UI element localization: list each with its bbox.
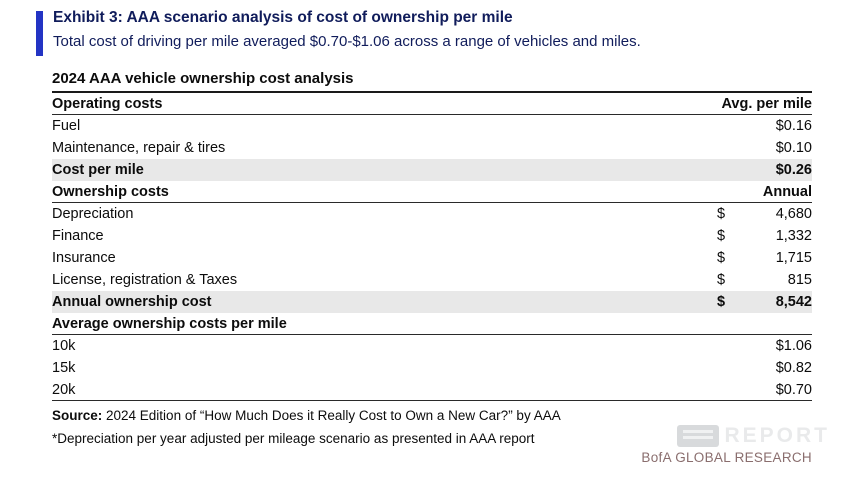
report-watermark-icon — [677, 425, 720, 447]
table-row-finance: Finance $1,332 — [52, 225, 812, 247]
row-value: $0.16 — [775, 118, 812, 134]
row-value: 1,715 — [775, 250, 812, 266]
watermark-text: REPORT — [724, 424, 830, 447]
exhibit-accent-bar — [36, 11, 43, 56]
ownership-cost-table: 2024 AAA vehicle ownership cost analysis… — [52, 70, 812, 401]
row-label: Operating costs — [52, 95, 163, 112]
row-amount: $8,542 — [717, 291, 812, 313]
row-value: Annual — [762, 183, 812, 200]
source-text: 2024 Edition of “How Much Does it Really… — [102, 408, 561, 423]
row-amount: $1,715 — [717, 247, 812, 269]
row-amount: Avg. per mile — [717, 93, 812, 115]
row-label: Maintenance, repair & tires — [52, 140, 226, 156]
footnote: *Depreciation per year adjusted per mile… — [52, 431, 535, 446]
table-row-15k: 15k $0.82 — [52, 357, 812, 379]
row-amount: $1,332 — [717, 225, 812, 247]
row-amount: $0.10 — [717, 137, 812, 159]
row-label: Cost per mile — [52, 162, 144, 178]
table-row-10k: 10k $1.06 — [52, 335, 812, 357]
row-value: $0.82 — [775, 360, 812, 376]
row-label: 15k — [52, 360, 76, 376]
row-label: Average ownership costs per mile — [52, 315, 287, 332]
row-amount: $815 — [717, 269, 812, 291]
row-label: Annual ownership cost — [52, 294, 212, 310]
dollar-sign: $ — [717, 206, 726, 222]
dollar-sign: $ — [717, 294, 726, 310]
row-amount: $0.82 — [717, 357, 812, 379]
row-amount: $0.70 — [717, 379, 812, 401]
table-row-annual-ownership-total: Annual ownership cost $8,542 — [52, 291, 812, 313]
table-row-fuel: Fuel $0.16 — [52, 115, 812, 137]
row-amount: $0.26 — [717, 159, 812, 181]
table-title: 2024 AAA vehicle ownership cost analysis — [52, 70, 812, 93]
row-amount: $1.06 — [717, 335, 812, 357]
row-label: 20k — [52, 381, 76, 398]
dollar-sign: $ — [717, 228, 726, 244]
row-label: License, registration & Taxes — [52, 272, 238, 288]
row-value: Avg. per mile — [721, 95, 812, 112]
row-amount: $4,680 — [717, 203, 812, 225]
table-row-20k: 20k $0.70 — [52, 379, 812, 401]
table-row-maintenance: Maintenance, repair & tires $0.10 — [52, 137, 812, 159]
row-label: 10k — [52, 338, 76, 354]
row-amount: $0.16 — [717, 115, 812, 137]
row-label: Fuel — [52, 118, 81, 134]
exhibit-title: Exhibit 3: AAA scenario analysis of cost… — [53, 9, 513, 26]
row-label: Finance — [52, 228, 104, 244]
exhibit-subtitle: Total cost of driving per mile averaged … — [53, 33, 641, 50]
row-label: Depreciation — [52, 206, 134, 222]
row-label: Insurance — [52, 250, 116, 266]
table-row-license-registration: License, registration & Taxes $815 — [52, 269, 812, 291]
row-value: $0.70 — [775, 381, 812, 398]
row-value: 815 — [787, 272, 812, 288]
bofa-global-research-brand: BofA GLOBAL RESEARCH — [641, 450, 812, 465]
row-value: $0.26 — [775, 162, 812, 178]
table-row-insurance: Insurance $1,715 — [52, 247, 812, 269]
row-value: $1.06 — [775, 338, 812, 354]
dollar-sign: $ — [717, 272, 726, 288]
table-row-depreciation: Depreciation $4,680 — [52, 203, 812, 225]
row-value: $0.10 — [775, 140, 812, 156]
row-value: 8,542 — [775, 294, 812, 310]
row-value: 4,680 — [775, 206, 812, 222]
source-line: Source: 2024 Edition of “How Much Does i… — [52, 408, 561, 423]
table-row-ownership-costs-header: Ownership costs Annual — [52, 181, 812, 203]
source-label: Source: — [52, 408, 103, 423]
screenshot-watermark: REPORT — [677, 424, 830, 448]
table-row-cost-per-mile-total: Cost per mile $0.26 — [52, 159, 812, 181]
row-amount: Annual — [717, 181, 812, 203]
dollar-sign: $ — [717, 250, 726, 266]
row-label: Ownership costs — [52, 183, 169, 200]
row-value: 1,332 — [775, 228, 812, 244]
table-row-average-per-mile-header: Average ownership costs per mile — [52, 313, 812, 335]
table-row-operating-costs-header: Operating costs Avg. per mile — [52, 93, 812, 115]
